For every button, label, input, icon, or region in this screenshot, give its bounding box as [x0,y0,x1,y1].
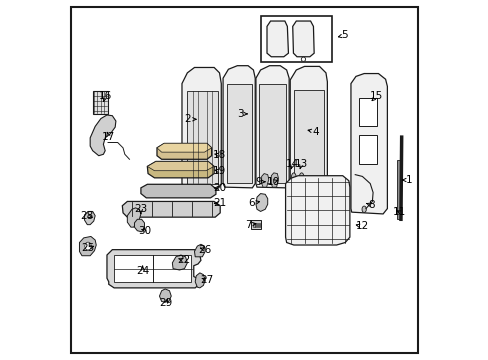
Polygon shape [127,208,141,227]
Ellipse shape [84,242,91,250]
Polygon shape [266,21,288,57]
Bar [258,223,259,227]
Text: 26: 26 [198,245,211,255]
Polygon shape [157,143,211,152]
Ellipse shape [291,173,296,184]
Polygon shape [182,67,221,192]
Text: 27: 27 [200,275,213,285]
Bar [260,16,331,62]
Bar [258,84,285,183]
Text: 12: 12 [355,221,368,231]
Polygon shape [147,161,214,178]
Polygon shape [290,66,326,190]
Bar [93,91,107,114]
Polygon shape [122,202,220,217]
Polygon shape [285,176,349,245]
Bar [396,160,399,219]
Polygon shape [172,255,187,270]
Polygon shape [107,249,201,288]
Polygon shape [84,211,95,225]
Text: 24: 24 [136,266,149,276]
Bar [293,90,324,183]
Bar [226,84,252,183]
Text: 18: 18 [212,150,225,160]
FancyBboxPatch shape [250,220,261,229]
Text: 6: 6 [248,198,254,208]
Text: 25: 25 [81,243,95,253]
Polygon shape [255,194,267,211]
Polygon shape [157,144,211,159]
Text: 28: 28 [81,211,94,221]
Bar [253,223,254,227]
Ellipse shape [361,206,366,212]
Polygon shape [292,21,313,57]
Circle shape [301,57,305,62]
Bar [255,223,256,227]
Text: 19: 19 [212,166,225,176]
Polygon shape [90,115,116,156]
Text: 5: 5 [341,30,347,40]
Polygon shape [261,174,268,187]
Polygon shape [255,66,288,188]
Polygon shape [350,73,386,214]
Text: 14: 14 [285,159,299,169]
Text: 7: 7 [244,220,251,230]
Text: 9: 9 [255,177,262,187]
Text: 23: 23 [134,203,147,213]
Text: 20: 20 [212,183,225,193]
Text: 10: 10 [266,177,279,187]
Text: 16: 16 [99,91,112,101]
Polygon shape [223,66,255,188]
Text: 30: 30 [138,226,151,236]
Bar [257,223,258,227]
Text: 15: 15 [369,91,383,101]
Bar [186,91,218,184]
Text: 17: 17 [102,132,115,142]
Bar [114,255,190,282]
Polygon shape [134,219,144,232]
Polygon shape [80,237,96,256]
Polygon shape [159,289,171,302]
Polygon shape [271,173,278,187]
Text: 8: 8 [367,200,374,210]
Polygon shape [194,244,205,257]
Text: 22: 22 [177,255,190,265]
Text: 11: 11 [392,207,406,217]
Text: 29: 29 [159,298,172,308]
Polygon shape [141,184,216,198]
Text: 4: 4 [312,127,319,137]
Bar [358,135,376,164]
Text: 3: 3 [237,109,244,119]
Ellipse shape [299,173,304,184]
Text: 1: 1 [405,175,411,185]
Polygon shape [147,161,214,171]
Polygon shape [195,273,205,288]
Text: 21: 21 [212,198,225,208]
Bar [358,98,376,126]
Text: 2: 2 [183,114,190,124]
Text: 13: 13 [294,159,307,169]
